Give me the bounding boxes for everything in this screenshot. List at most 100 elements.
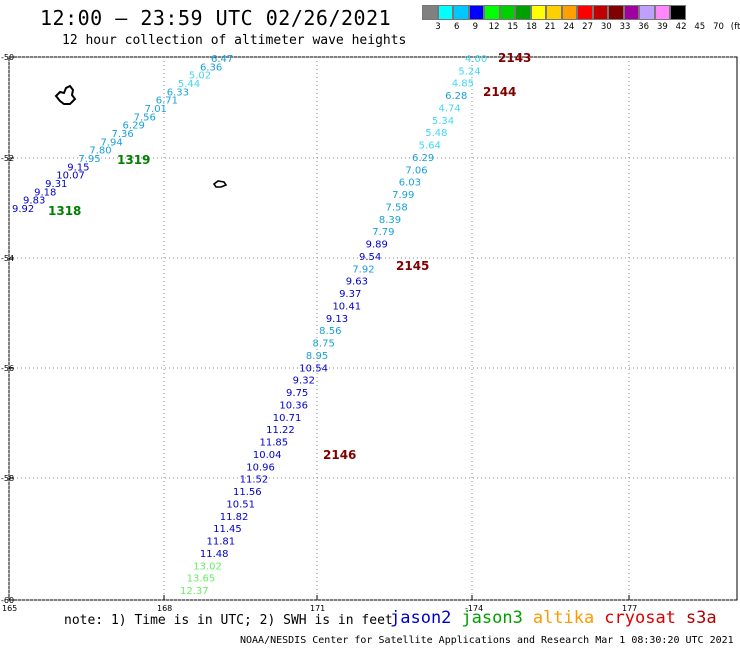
swh-point: 7.36	[112, 129, 134, 140]
swh-point: 9.89	[366, 240, 388, 251]
swh-point: 7.95	[78, 154, 100, 165]
swh-point: 6.36	[200, 62, 222, 73]
swh-point: 5.64	[419, 141, 441, 152]
map-title: 12:00 — 23:59 UTC 02/26/2021	[40, 6, 392, 30]
mission-altika: altika	[532, 608, 595, 628]
units-note: note: 1) Time is in UTC; 2) SWH is in fe…	[64, 613, 393, 628]
swh-point: 5.44	[178, 79, 200, 90]
swh-point: 10.51	[226, 499, 255, 510]
swh-point: 11.85	[260, 438, 289, 449]
lat-tick-label: -56	[1, 364, 14, 373]
swh-point: 10.04	[253, 450, 282, 461]
legend-swatch	[437, 5, 453, 20]
swh-point: 10.54	[299, 363, 328, 374]
swh-point: 10.36	[279, 400, 308, 411]
legend-swatch	[592, 5, 608, 20]
swh-point: 4.74	[438, 103, 460, 114]
legend-label: 30	[600, 22, 612, 32]
map-subtitle: 12 hour collection of altimeter wave hei…	[62, 33, 407, 48]
swh-point: 10.07	[56, 171, 85, 182]
pass-label: 1318	[48, 204, 81, 218]
swh-point: 6.29	[123, 121, 145, 132]
legend-label: 39	[656, 22, 668, 32]
legend-label: (ft)	[730, 22, 740, 32]
campbell-island-outline	[212, 180, 228, 188]
swh-point: 5.34	[432, 116, 454, 127]
pass-label: 1319	[117, 153, 150, 167]
legend-label: 33	[619, 22, 631, 32]
legend-label: 9	[472, 22, 479, 32]
swh-point: 7.01	[145, 104, 167, 115]
swh-point: 9.83	[23, 196, 45, 207]
swh-point: 5.02	[189, 71, 211, 82]
mission-legend: jason2 jason3 altika cryosat s3a	[390, 608, 727, 628]
legend-swatch	[670, 5, 686, 20]
mission-cryosat: cryosat	[604, 608, 676, 628]
swh-point: 8.95	[306, 351, 328, 362]
swh-point: 9.54	[359, 252, 381, 263]
lat-tick-label: -58	[1, 474, 14, 483]
legend-label: 27	[582, 22, 593, 32]
mission-jason3: jason3	[461, 608, 523, 628]
lat-tick-label: -52	[1, 154, 14, 163]
pass-label: 2145	[396, 259, 429, 273]
swh-point: 11.22	[266, 425, 295, 436]
swh-point: 7.58	[385, 202, 407, 213]
lon-tick-label: 177	[622, 604, 637, 613]
legend-swatch	[546, 5, 562, 20]
swh-point: 6.28	[445, 91, 467, 102]
legend-label: 3	[435, 22, 441, 32]
swh-point: 9.15	[67, 162, 89, 173]
swh-point: 11.81	[207, 537, 236, 548]
legend-swatch	[499, 5, 515, 20]
swh-point: 6.71	[156, 96, 178, 107]
swh-point: 9.31	[45, 179, 67, 190]
swh-point: 11.45	[213, 524, 242, 535]
legend-swatch	[577, 5, 593, 20]
legend-label: 6	[453, 22, 460, 32]
legend-label: 45	[694, 22, 706, 32]
legend-swatch	[484, 5, 500, 20]
swh-point: 6.33	[167, 87, 189, 98]
lon-tick-label: 168	[157, 604, 172, 613]
legend-label: 15	[507, 22, 519, 32]
pass-label: 2146	[323, 448, 356, 462]
swh-point: 12.37	[180, 586, 209, 597]
pass-label: 2143	[498, 51, 531, 65]
legend-swatch	[468, 5, 484, 20]
legend-label: 24	[563, 22, 575, 32]
swh-point: 9.32	[293, 376, 315, 387]
lon-tick-label: 165	[2, 604, 17, 613]
swh-point: 9.92	[12, 204, 34, 215]
swh-point: 8.39	[379, 215, 401, 226]
swh-point: 6.03	[399, 178, 421, 189]
swh-point: 8.56	[319, 326, 341, 337]
lat-tick-label: -54	[1, 254, 14, 263]
swh-point: 7.80	[89, 146, 111, 157]
lon-tick-label: -174	[465, 604, 483, 613]
auckland-island-outline	[54, 84, 77, 105]
swh-point: 10.96	[246, 462, 275, 473]
wave-height-color-legend	[422, 5, 686, 20]
swh-point: 5.24	[458, 66, 480, 77]
swh-point: 9.13	[326, 314, 348, 325]
pass-label: 2144	[483, 85, 516, 99]
legend-label: 12	[488, 22, 500, 32]
swh-point: 13.65	[187, 574, 216, 585]
legend-swatch	[515, 5, 531, 20]
legend-swatch	[654, 5, 670, 20]
swh-point: 7.92	[352, 264, 374, 275]
lat-tick-label: -60	[1, 596, 14, 605]
swh-point: 4.85	[452, 79, 474, 90]
legend-swatch	[453, 5, 469, 20]
swh-point: 9.18	[34, 187, 56, 198]
mission-s3a: s3a	[685, 608, 717, 628]
legend-label: 36	[638, 22, 650, 32]
swh-point: 10.41	[332, 301, 361, 312]
swh-point: 6.29	[412, 153, 434, 164]
legend-swatch	[639, 5, 655, 20]
legend-label: 70	[713, 22, 724, 32]
swh-point: 11.48	[200, 549, 229, 560]
